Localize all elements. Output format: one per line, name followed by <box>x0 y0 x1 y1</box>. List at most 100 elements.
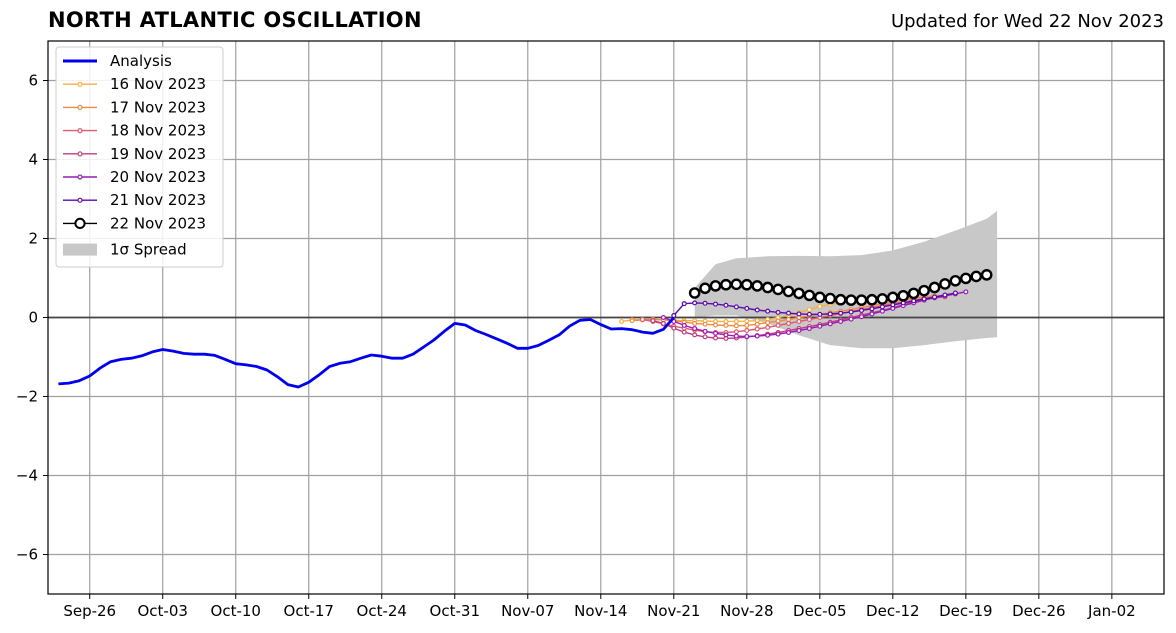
y-tick-label: −2 <box>16 388 38 406</box>
forecast-point <box>733 333 739 339</box>
spread-area <box>694 210 998 349</box>
legend-label: 17 Nov 2023 <box>110 98 206 116</box>
forecast-point <box>928 281 941 294</box>
forecast-point <box>640 316 646 322</box>
forecast-point <box>869 311 875 317</box>
forecast-point <box>907 287 920 300</box>
y-tick-label: 2 <box>28 230 38 248</box>
x-tick-label: Oct-24 <box>357 602 407 620</box>
forecast-point <box>713 322 719 328</box>
forecast-point <box>733 318 739 324</box>
forecast-point <box>765 332 771 338</box>
forecast-point <box>796 311 802 317</box>
legend-item: Analysis <box>63 52 172 70</box>
legend-item: 20 Nov 2023 <box>63 168 206 186</box>
forecast-point <box>692 326 698 332</box>
legend-box <box>55 46 224 268</box>
legend-marker <box>77 104 83 111</box>
forecast-point <box>939 278 951 290</box>
x-tick-label: Oct-10 <box>211 602 261 620</box>
forecast-point <box>838 310 844 316</box>
forecast-point <box>786 320 792 326</box>
forecast-point <box>681 329 687 335</box>
legend-label: 21 Nov 2023 <box>110 191 206 209</box>
legend-marker <box>77 128 83 134</box>
legend-label: 19 Nov 2023 <box>110 145 206 163</box>
forecast-point <box>960 272 972 285</box>
forecast-point <box>859 314 865 320</box>
forecast-point <box>897 289 910 302</box>
forecast-point <box>786 316 792 322</box>
forecast-point <box>741 278 753 291</box>
forecast-point <box>806 307 812 313</box>
forecast-point <box>761 281 774 294</box>
forecast-point <box>713 301 719 307</box>
forecast-point <box>733 329 739 335</box>
forecast-point <box>848 309 854 315</box>
forecast-point <box>754 333 760 339</box>
legend-item: 18 Nov 2023 <box>63 122 206 140</box>
legend-item: 1σ Spread <box>63 241 187 259</box>
forecast-point <box>911 298 917 304</box>
x-tick-label: Oct-03 <box>138 602 188 620</box>
legend-item: 16 Nov 2023 <box>63 75 206 93</box>
x-tick-label: Nov-21 <box>647 602 700 620</box>
forecast-point <box>754 321 760 327</box>
x-tick-label: Oct-17 <box>284 602 334 620</box>
forecast-point <box>817 323 823 329</box>
forecast-point <box>817 303 823 309</box>
forecast-point <box>921 296 927 302</box>
forecast-point <box>775 309 781 315</box>
forecast-point <box>887 291 899 304</box>
forecast-point <box>876 293 889 305</box>
forecast-point <box>806 311 812 317</box>
forecast-point <box>834 293 847 306</box>
forecast-point <box>681 322 687 328</box>
forecast-point <box>803 289 816 302</box>
x-tick-label: Dec-12 <box>866 602 920 620</box>
forecast-point <box>786 330 792 336</box>
forecast-point <box>723 302 729 308</box>
forecast-point <box>744 322 750 328</box>
forecast-point <box>796 328 802 334</box>
forecast-point <box>942 292 948 298</box>
x-tick-label: Nov-07 <box>501 602 554 620</box>
forecast-point <box>806 326 812 332</box>
x-tick-label: Jan-02 <box>1087 602 1136 620</box>
y-tick-label: 0 <box>28 309 38 327</box>
forecast-point <box>681 301 687 307</box>
x-tick-label: Oct-31 <box>430 602 480 620</box>
forecast-point <box>754 326 760 332</box>
forecast-point <box>814 291 826 304</box>
legend-marker <box>77 197 83 203</box>
forecast-point <box>713 335 719 341</box>
forecast-point <box>671 313 677 319</box>
forecast-point <box>709 280 722 292</box>
x-tick-label: Dec-19 <box>939 602 993 620</box>
forecast-point <box>723 322 729 328</box>
forecast-point <box>692 332 698 338</box>
forecast-point <box>963 289 969 295</box>
forecast-point <box>702 328 708 334</box>
legend-item: 17 Nov 2023 <box>63 98 206 116</box>
forecast-series <box>688 269 993 306</box>
forecast-point <box>765 320 771 326</box>
forecast-point <box>688 287 701 299</box>
forecast-point <box>970 270 983 283</box>
legend-item: 21 Nov 2023 <box>63 191 206 209</box>
forecast-point <box>692 320 698 326</box>
forecast-point <box>848 316 854 322</box>
forecast-point <box>692 300 698 306</box>
analysis-line <box>58 316 675 389</box>
forecast-point <box>918 284 930 297</box>
forecast-point <box>824 292 837 305</box>
forecast-point <box>744 333 750 339</box>
forecast-point <box>855 294 868 306</box>
forecast-point <box>751 280 764 292</box>
legend-label: 1σ Spread <box>110 241 187 259</box>
forecast-point <box>660 320 666 326</box>
forecast-point <box>879 304 885 310</box>
y-tick-label: −4 <box>16 467 38 485</box>
forecast-point <box>827 311 833 317</box>
